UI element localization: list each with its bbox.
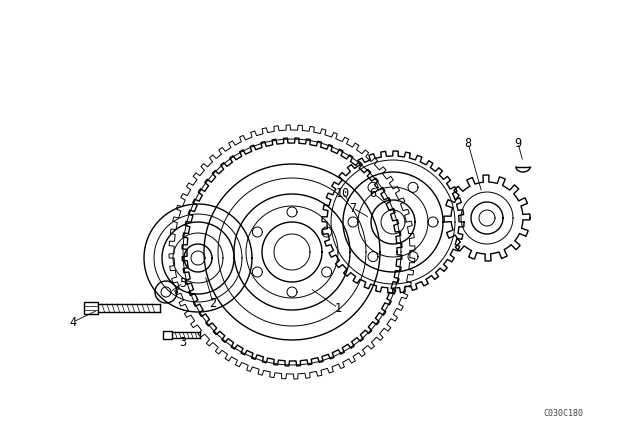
Text: C030C180: C030C180 — [543, 409, 583, 418]
Bar — [163, 331, 172, 339]
Text: 5: 5 — [179, 276, 187, 289]
Text: 3: 3 — [179, 336, 187, 349]
Bar — [84, 302, 98, 314]
Text: 4: 4 — [69, 315, 77, 328]
Text: 10: 10 — [336, 186, 350, 199]
Text: 7: 7 — [349, 202, 356, 215]
Text: 9: 9 — [515, 137, 522, 150]
Text: 2: 2 — [209, 297, 216, 310]
Polygon shape — [516, 167, 530, 172]
Text: 8: 8 — [465, 137, 472, 150]
Text: 1: 1 — [335, 302, 342, 314]
Text: 6: 6 — [369, 186, 376, 199]
